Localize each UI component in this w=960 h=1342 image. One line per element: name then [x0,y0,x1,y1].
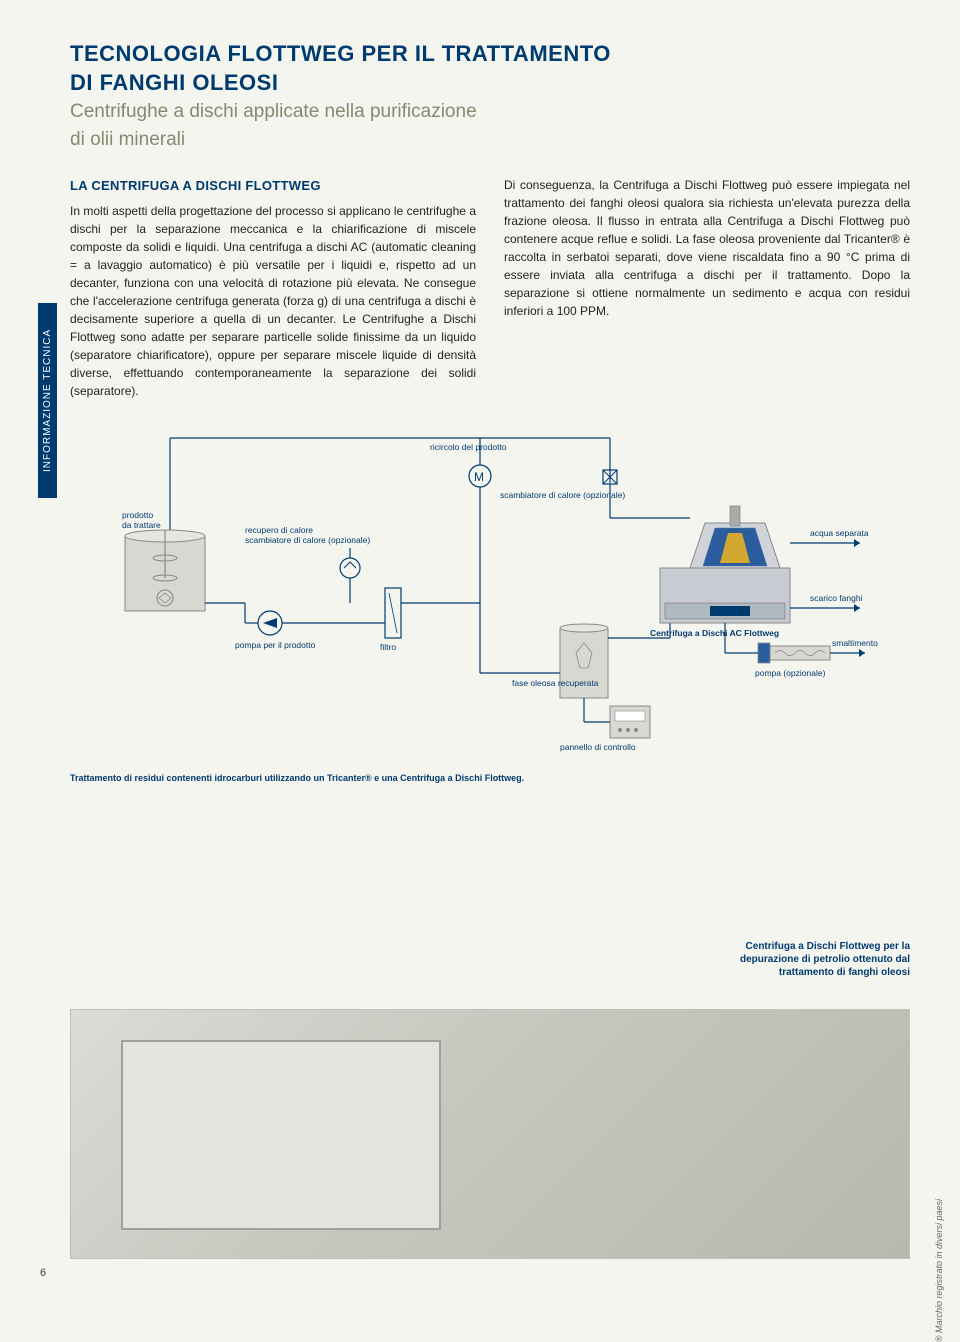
label-da-trattare: da trattare [122,520,161,530]
main-title-line1: TECNOLOGIA FLOTTWEG PER IL TRATTAMENTO [70,40,910,69]
label-scarico: scarico fanghi [810,593,863,603]
diagram-caption: Trattamento di residui contenenti idroca… [70,773,910,783]
title-block: TECNOLOGIA FLOTTWEG PER IL TRATTAMENTO D… [70,40,910,152]
subtitle-line1: Centrifughe a dischi applicate nella pur… [70,99,910,125]
column-left-body: In molti aspetti della progettazione del… [70,204,476,398]
body-columns: LA CENTRIFUGA A DISCHI FLOTTWEG In molti… [70,176,910,400]
label-fase-oleosa: fase oleosa recuperata [512,678,599,688]
svg-text:M: M [474,470,484,484]
photo-caption: Centrifuga a Dischi Flottweg per la depu… [720,940,910,979]
label-scambiatore1: scambiatore di calore (opzionale) [500,490,625,500]
photo-inner-panel [121,1040,441,1230]
trademark-footnote: ® Marchio registrato in diversi paesi [934,1199,944,1342]
label-ricircolo: ricircolo del prodotto [430,442,507,452]
page-number: 6 [40,1267,46,1279]
main-title-line2: DI FANGHI OLEOSI [70,69,910,98]
column-right-body: Di conseguenza, la Centrifuga a Dischi F… [504,178,910,318]
diagram-svg: ricircolo del prodotto M scambiatore di … [70,428,910,758]
column-heading: LA CENTRIFUGA A DISCHI FLOTTWEG [70,176,476,196]
label-pompa-prodotto: pompa per il prodotto [235,640,316,650]
process-diagram: INFORMAZIONE TECNICA ricircolo del prodo… [70,428,910,783]
subtitle-line2: di olii minerali [70,127,910,153]
label-filtro: filtro [380,642,396,652]
label-pompa-opz: pompa (opzionale) [755,668,826,678]
photo-placeholder [70,1009,910,1259]
column-right: Di conseguenza, la Centrifuga a Dischi F… [504,176,910,400]
label-centrifuga: Centrifuga a Dischi AC Flottweg [650,628,779,638]
column-left: LA CENTRIFUGA A DISCHI FLOTTWEG In molti… [70,176,476,400]
label-pannello: pannello di controllo [560,742,636,752]
label-recupero: recupero di calore [245,525,313,535]
diagram-sidebar-label: INFORMAZIONE TECNICA [38,303,57,498]
label-prodotto: prodotto [122,510,153,520]
label-acqua: acqua separata [810,528,869,538]
label-smaltimento: smaltimento [832,638,878,648]
label-scambiatore2: scambiatore di calore (opzionale) [245,535,370,545]
